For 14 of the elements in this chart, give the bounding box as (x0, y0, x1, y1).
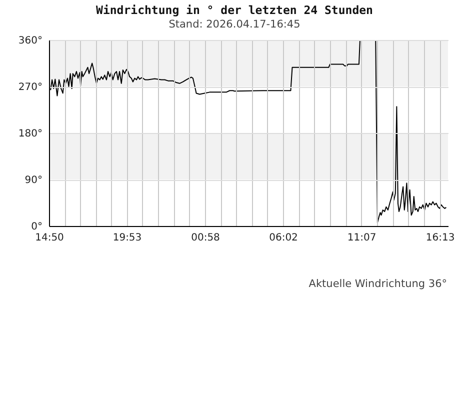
x-tick-label: 19:53 (112, 232, 142, 244)
y-tick-label: 90° (24, 175, 42, 186)
x-tick-label: 06:02 (269, 232, 298, 244)
chart-title: Windrichtung in ° der letzten 24 Stunden (96, 3, 374, 17)
x-tick-label: 00:58 (191, 232, 220, 244)
chart-subtitle: Stand: 2026.04.17-16:45 (168, 18, 300, 30)
y-tick-label: 360° (18, 36, 42, 46)
x-tick-label: 14:50 (35, 232, 64, 244)
text: Aktuelle Windrichtung 36° (308, 278, 447, 290)
x-tick-label: 16:13 (426, 232, 455, 244)
y-tick-label: 270° (18, 82, 42, 93)
y-tick-label: 0° (31, 222, 42, 232)
y-tick-label: 180° (18, 128, 42, 140)
x-tick-label: 11:07 (347, 232, 376, 244)
